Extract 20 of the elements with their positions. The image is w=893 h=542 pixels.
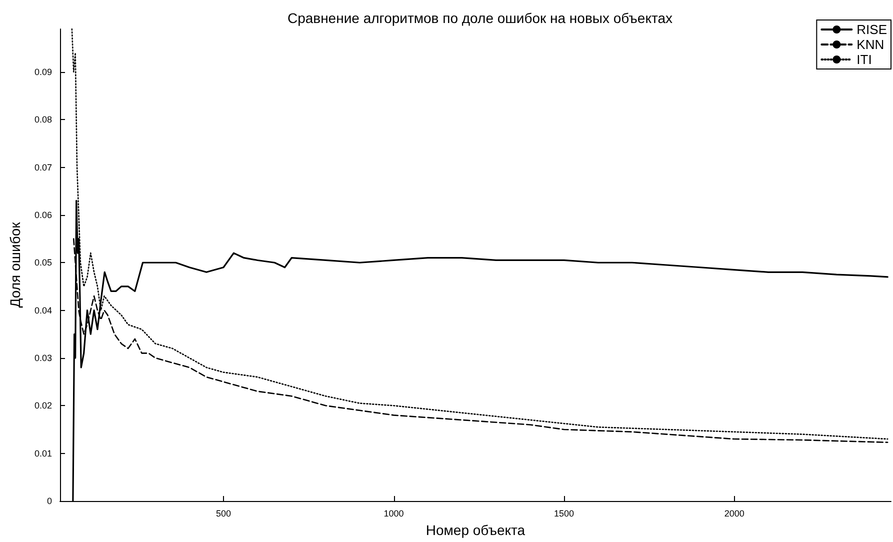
y-tick-label: 0.06 [34, 210, 52, 220]
chart-title: Сравнение алгоритмов по доле ошибок на новых объектах [287, 10, 673, 26]
x-tick-label: 1500 [554, 508, 574, 518]
x-tick-label: 500 [216, 508, 231, 518]
legend-label: ITI [856, 52, 872, 67]
legend-label: RISE [856, 22, 888, 37]
y-tick-label: 0.08 [34, 114, 52, 125]
x-tick-label: 1000 [384, 508, 404, 518]
y-tick-label: 0.03 [34, 352, 52, 363]
y-tick-label: 0 [46, 496, 52, 506]
y-tick-label: 0.02 [34, 400, 52, 411]
x-axis-title: Номер объекта [426, 522, 526, 538]
x-tick-label: 2000 [724, 508, 744, 518]
y-tick-label: 0.05 [34, 258, 52, 268]
legend-label: KNN [856, 37, 884, 52]
y-tick-label: 0.09 [34, 66, 52, 77]
y-tick-label: 0.04 [34, 305, 52, 316]
y-axis-title: Доля ошибок [7, 221, 23, 308]
y-tick-label: 0.07 [34, 162, 52, 172]
y-tick-label: 0.01 [34, 448, 52, 458]
